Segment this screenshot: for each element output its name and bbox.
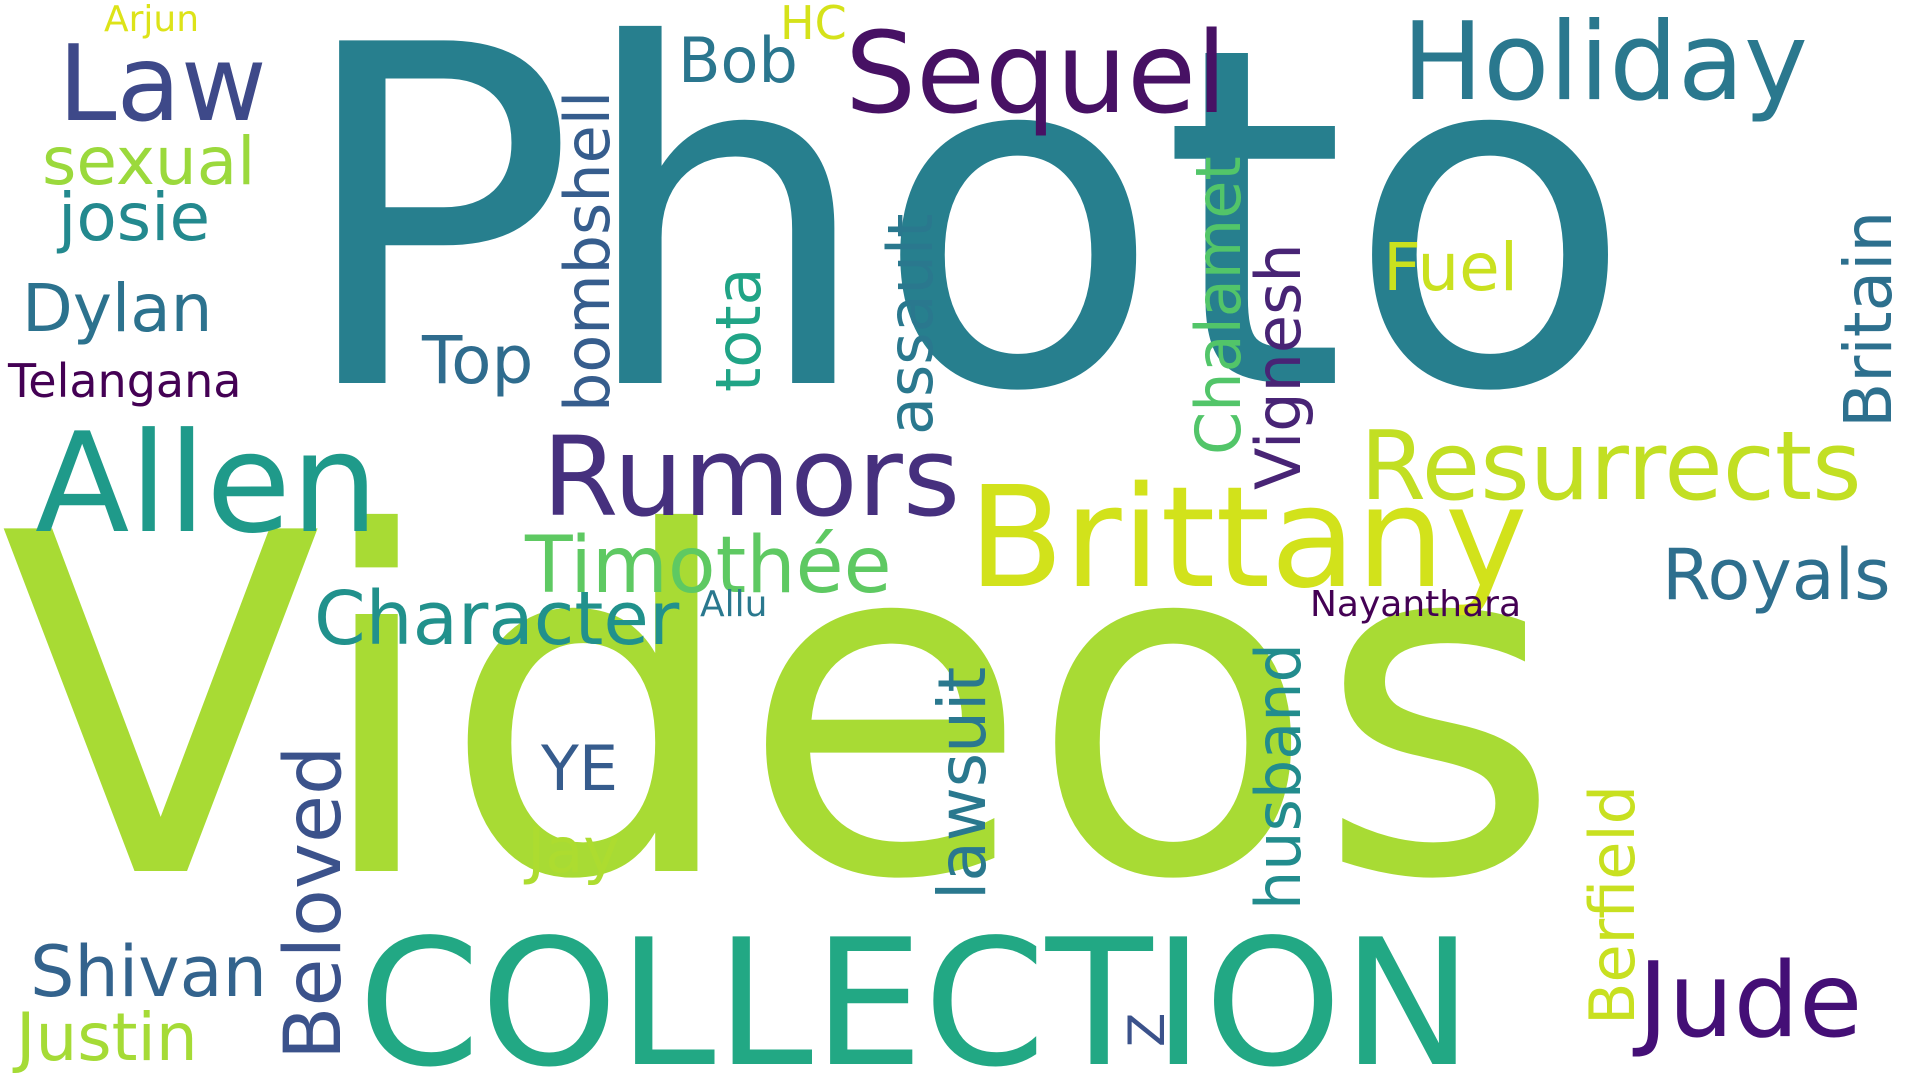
word-hc: HC [780,0,847,50]
word-law: Law [58,23,267,145]
word-bob: Bob [678,24,798,97]
word-brittany: Brittany [968,457,1528,620]
word-character: Character [314,576,680,662]
word-ye: YE [541,732,619,805]
word-jude: Jude [1638,941,1863,1061]
word-beloved: Beloved [269,745,359,1060]
word-husband: husband [1242,643,1315,910]
word-telangana: Telangana [8,354,242,408]
word-chalamet: Chalamet [1182,156,1255,455]
word-bombshell: bombshell [551,90,624,412]
word-tota: tota [702,267,775,392]
word-vignesh: Vignesh [1242,243,1315,490]
word-fuel: Fuel [1383,229,1519,306]
word-photo: Photo [293,0,1634,494]
word-allen: Allen [35,403,379,564]
word-allu: Allu [700,584,768,625]
word-timothee: Timothée [525,521,892,611]
word-rumors: Rumors [542,413,961,541]
word-justin: Justin [16,999,198,1076]
word-videos: Videos [0,435,1562,982]
word-sexual: sexual [42,123,256,200]
word-shivan: Shivan [30,931,267,1013]
word-top: Top [422,322,534,399]
word-sequel: Sequel [845,9,1228,139]
word-arjun: Arjun [104,0,200,40]
word-berfield: Berfield [1576,785,1649,1025]
word-josie: josie [58,179,211,256]
word-dylan: Dylan [22,270,213,347]
word-assault: assault [874,213,947,435]
word-britain: Britain [1830,210,1907,428]
word-royals: Royals [1662,534,1891,616]
word-z: Z [1118,1012,1176,1047]
word-jay: Jay [527,814,620,887]
word-lawsuit: lawsuit [924,666,1001,900]
word-nayanthara: Nayanthara [1310,584,1522,625]
word-resurrects: Resurrects [1360,412,1862,522]
word-collection: COLLECTION [358,903,1473,1080]
word-holiday: Holiday [1402,0,1808,125]
